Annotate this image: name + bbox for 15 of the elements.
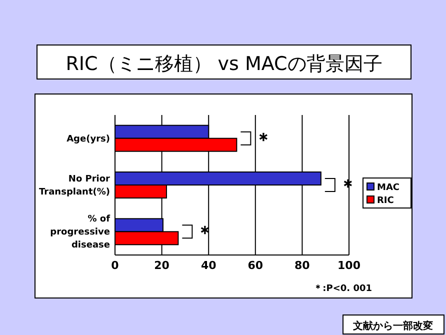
x-tick-label: 0 bbox=[111, 259, 120, 272]
annotation: ＊ bbox=[254, 129, 273, 150]
x-tick-label: 40 bbox=[200, 259, 217, 272]
x-tick-label: 60 bbox=[248, 259, 264, 272]
x-tick-label: 20 bbox=[154, 259, 170, 272]
x-tick-label: 100 bbox=[338, 259, 361, 272]
text: ＊:P<0. 001 bbox=[314, 284, 372, 294]
legend-label: RIC bbox=[377, 196, 394, 206]
y-tick-label: % of progressive disease bbox=[50, 214, 110, 251]
x-tick-label: 80 bbox=[294, 259, 310, 272]
y-tick-label: No Prior Transplant(%) bbox=[39, 174, 111, 198]
legend-label: MAC bbox=[377, 183, 400, 193]
text: 文献から一部改変 bbox=[352, 320, 433, 332]
y-tick-label: Age(yrs) bbox=[66, 134, 110, 144]
chart-title: RIC（ミニ移植） vs MACの背景因子 bbox=[66, 53, 382, 75]
